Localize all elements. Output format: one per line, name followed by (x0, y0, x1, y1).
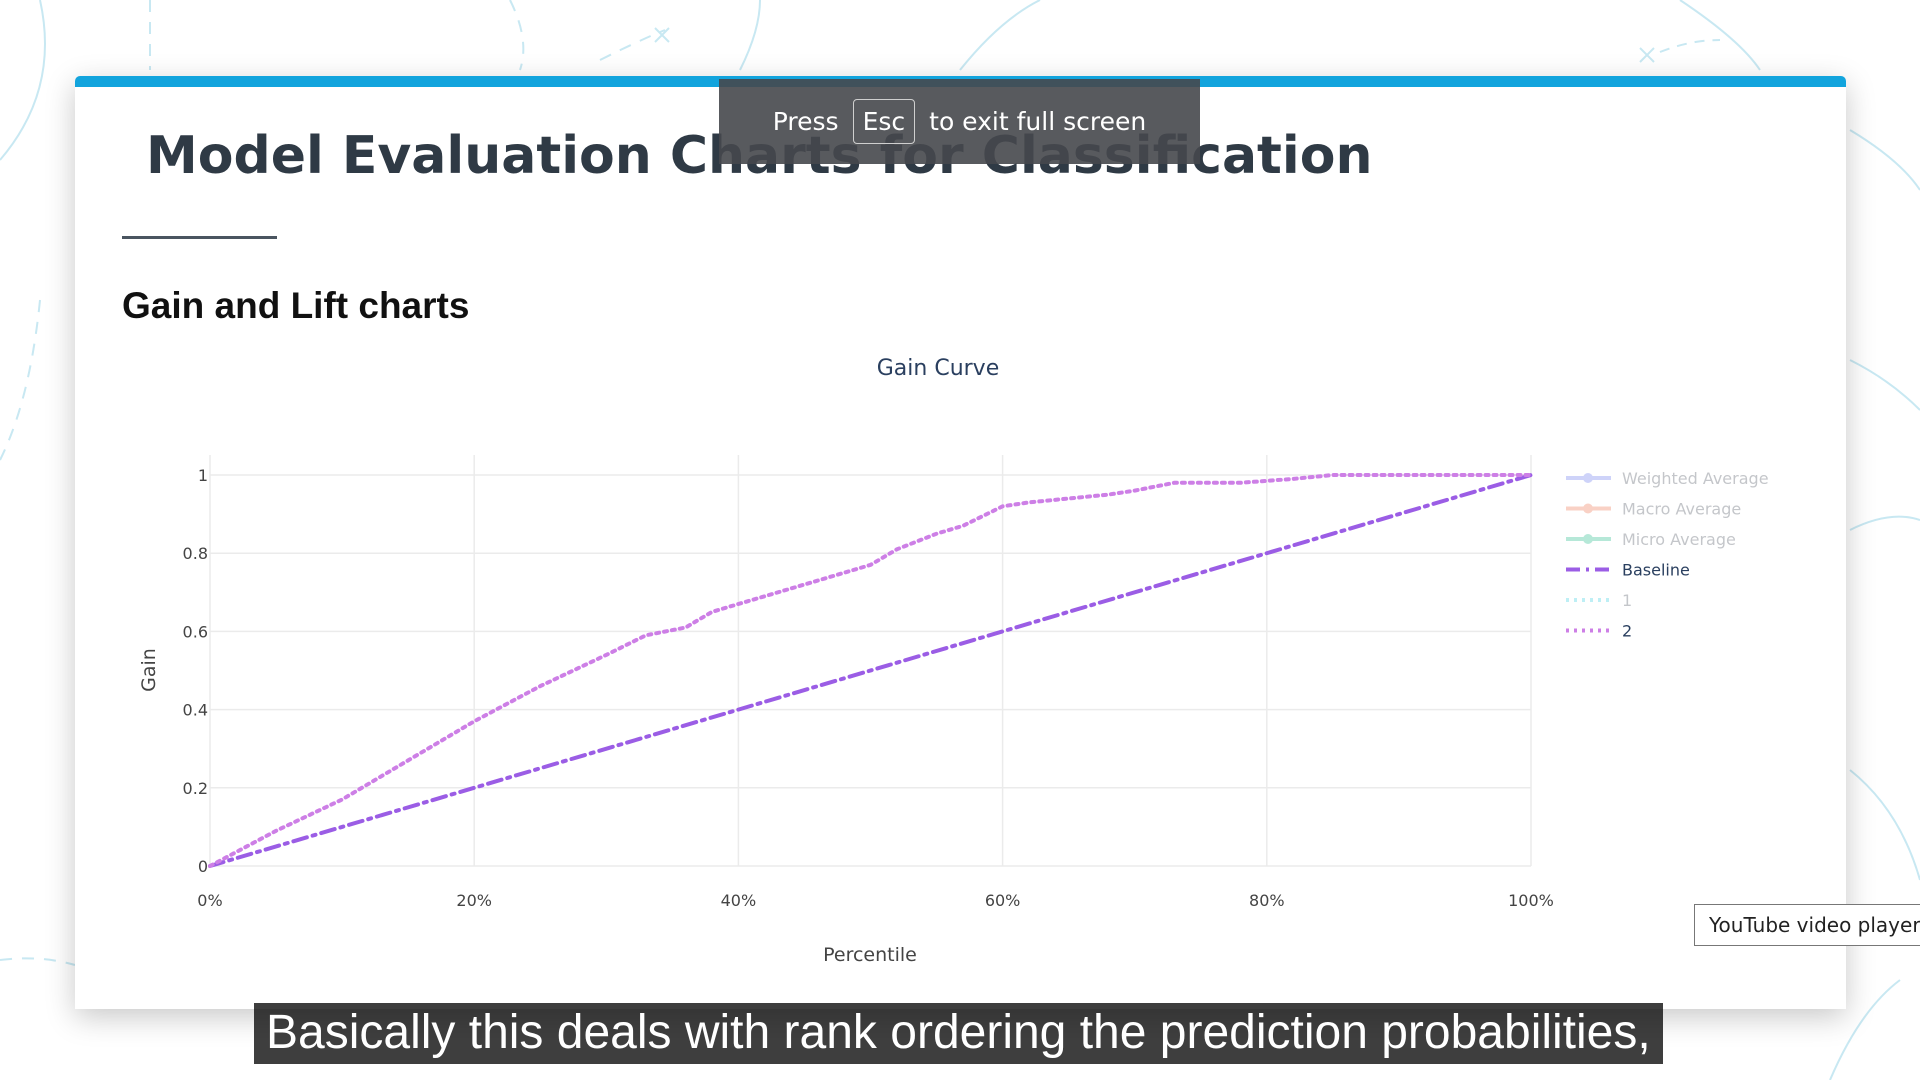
legend-item[interactable]: Weighted Average (1566, 469, 1769, 488)
y-tick-label: 1 (198, 466, 208, 485)
legend-marker (1583, 473, 1593, 483)
y-axis-ticks: 0 0.2 0.4 0.6 0.8 1 (183, 466, 208, 876)
chart-series (208, 473, 1533, 868)
y-tick-label: 0.4 (183, 701, 208, 720)
x-axis-ticks: 0% 20% 40% 60% 80% 100% (197, 891, 1554, 910)
legend-label: 2 (1622, 622, 1632, 641)
subtitle-caption: Basically this deals with rank ordering … (254, 1003, 1663, 1064)
fullscreen-exit-notice: Press Esc to exit full screen (719, 79, 1200, 164)
legend-item[interactable]: Baseline (1566, 561, 1690, 580)
video-player-tooltip: YouTube video player (1694, 904, 1920, 946)
y-tick-label: 0.2 (183, 779, 208, 798)
legend-label: Baseline (1622, 561, 1690, 580)
notice-exit-text: to exit full screen (929, 107, 1147, 136)
y-tick-label: 0.8 (183, 544, 208, 563)
slide-card (75, 76, 1846, 1009)
x-tick-label: 20% (456, 891, 492, 910)
y-tick-label: 0.6 (183, 622, 208, 641)
y-axis-label: Gain (138, 648, 160, 692)
chart-legend: Weighted Average Macro Average Micro Avera… (1566, 469, 1769, 641)
legend-label: Micro Average (1622, 530, 1736, 549)
section-heading: Gain and Lift charts (122, 285, 470, 326)
legend-item[interactable]: Macro Average (1566, 500, 1741, 519)
esc-key: Esc (852, 98, 916, 145)
x-tick-label: 60% (985, 891, 1021, 910)
legend-item[interactable]: Micro Average (1566, 530, 1736, 549)
legend-item[interactable]: 2 (1566, 622, 1632, 641)
x-tick-label: 40% (721, 891, 757, 910)
title-divider (122, 236, 277, 239)
legend-marker (1583, 503, 1593, 514)
series-line-2 (208, 473, 1533, 868)
notice-press-text: Press (772, 107, 839, 136)
x-tick-label: 0% (197, 891, 222, 910)
chart-title: Gain Curve (877, 356, 999, 381)
legend-marker (1583, 534, 1593, 544)
legend-label: 1 (1622, 591, 1632, 610)
series-line-baseline (208, 473, 1533, 868)
chart-gridlines (209, 455, 1532, 867)
x-axis-label: Percentile (823, 944, 917, 966)
y-tick-label: 0 (198, 857, 208, 876)
legend-label: Weighted Average (1622, 469, 1769, 488)
x-tick-label: 80% (1249, 891, 1285, 910)
x-tick-label: 100% (1508, 891, 1554, 910)
legend-label: Macro Average (1622, 500, 1741, 519)
legend-item[interactable]: 1 (1566, 591, 1632, 610)
